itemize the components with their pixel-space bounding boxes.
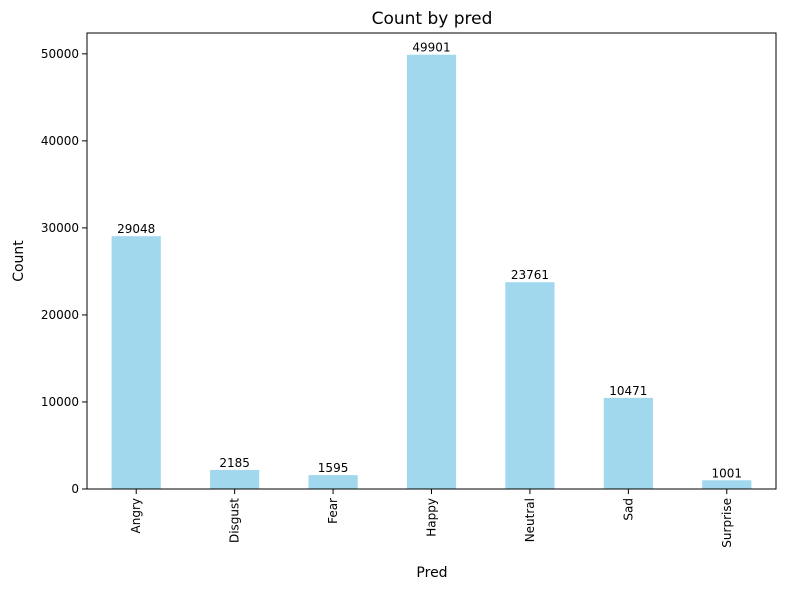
value-label-sad: 10471: [609, 384, 647, 398]
value-label-happy: 49901: [412, 41, 450, 55]
bars-group: [111, 54, 752, 490]
x-tick-label-angry: Angry: [129, 498, 143, 533]
bar-fear: [308, 475, 358, 489]
y-tick-label: 0: [71, 482, 79, 496]
bar-surprise: [702, 480, 752, 489]
value-label-neutral: 23761: [511, 268, 549, 282]
value-label-angry: 29048: [117, 222, 155, 236]
plot-frame: [86, 32, 777, 490]
y-tick-label: 20000: [41, 308, 79, 322]
x-tick-label-neutral: Neutral: [523, 498, 537, 542]
x-tick-label-fear: Fear: [326, 498, 340, 524]
bar-sad: [603, 397, 653, 489]
y-tick-label: 50000: [41, 47, 79, 61]
x-tick-label-disgust: Disgust: [228, 498, 242, 543]
value-labels-group: 29048 2185 1595 49901 23761 10471 1001: [117, 41, 742, 481]
bar-angry: [111, 236, 161, 489]
bar-neutral: [505, 282, 555, 489]
bar-disgust: [210, 469, 260, 489]
value-label-fear: 1595: [318, 461, 349, 475]
chart-title: Count by pred: [372, 9, 493, 29]
x-tick-label-happy: Happy: [425, 498, 439, 537]
y-tick-label: 10000: [41, 395, 79, 409]
y-tick-label: 30000: [41, 221, 79, 235]
y-axis-ticks: 0 10000 20000 30000 40000 50000: [41, 47, 87, 496]
x-axis-ticks: Angry Disgust Fear Happy Neutral Sad Surprise: [129, 489, 734, 548]
value-label-surprise: 1001: [712, 466, 743, 480]
x-tick-label-sad: Sad: [621, 498, 635, 521]
x-axis-label: Pred: [416, 565, 447, 581]
x-tick-label-surprise: Surprise: [720, 498, 734, 548]
y-tick-label: 40000: [41, 134, 79, 148]
y-axis-label: Count: [11, 240, 27, 282]
value-label-disgust: 2185: [219, 456, 250, 470]
bar-happy: [406, 54, 457, 490]
